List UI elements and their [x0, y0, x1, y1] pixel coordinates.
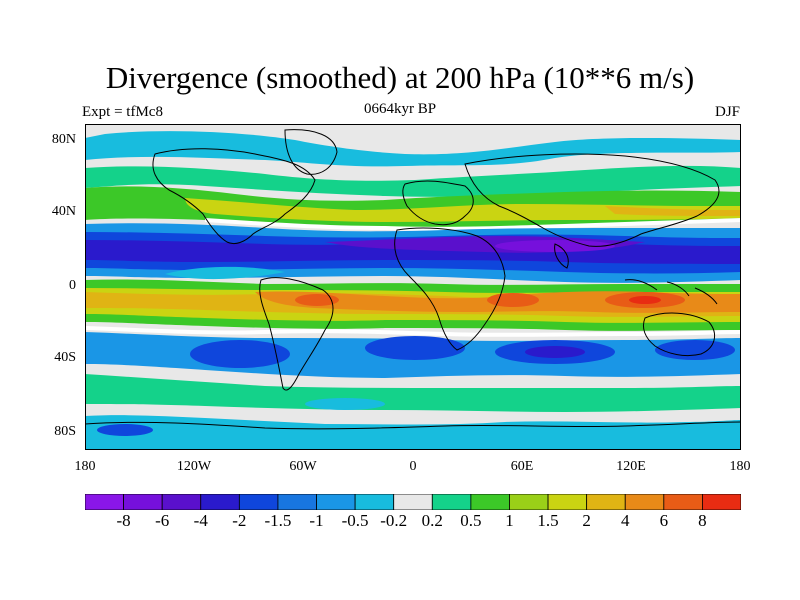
map-frame [85, 124, 741, 450]
coastlines [85, 129, 741, 430]
divergence-map [85, 124, 741, 450]
colorbar-tick-label: -2 [232, 511, 247, 530]
ytick-80s: 80S [54, 424, 76, 439]
colorbar-swatch [663, 494, 703, 510]
colorbar-swatch [547, 494, 588, 510]
contour-n-green [85, 165, 741, 197]
contour-ant-blue [97, 424, 153, 436]
colorbar-tick-label: -1 [309, 511, 324, 530]
colorbar-swatch [238, 494, 279, 510]
colorbar-swatch [624, 494, 665, 510]
colorbar-tick-label: 4 [620, 511, 630, 530]
xtick-120w: 120W [176, 459, 212, 474]
colorbar-tick-label: 8 [698, 511, 707, 530]
contour-s-grey-band [85, 364, 741, 388]
contour-s-blue-pac [190, 340, 290, 368]
contour-s-blue-aus [655, 340, 735, 360]
colorbar-tick-label: -0.5 [341, 511, 369, 530]
colorbar-tick-label: -8 [116, 511, 131, 530]
ytick-80n: 80N [51, 132, 76, 147]
colorbar-tick-label: 0.5 [460, 511, 482, 530]
contour-so-green [85, 374, 741, 412]
colorbar-tick-label: -0.2 [380, 511, 408, 530]
colorbar-tick-label: 1.5 [537, 511, 559, 530]
ytick-40s: 40S [54, 350, 76, 365]
contour-eq-red-africa [487, 293, 539, 307]
ytick-40n: 40N [51, 204, 76, 219]
colorbar-tick-label: -6 [155, 511, 170, 530]
contour-fill-layer [85, 124, 741, 450]
colorbar-swatch [702, 494, 741, 510]
colorbar-tick-label: 1 [505, 511, 514, 530]
colorbar-swatch [393, 494, 433, 510]
period-label: 0664kyr BP [363, 101, 437, 117]
colorbar [85, 494, 741, 510]
contour-so-cyan-atl [305, 398, 385, 410]
contour-n-yellow [185, 198, 741, 222]
contour-n-cyan [85, 131, 741, 167]
xtick-120e: 120E [616, 459, 646, 474]
contour-s-blue-atl [365, 336, 465, 360]
colorbar-swatch [316, 494, 356, 510]
xtick-180e: 180 [729, 459, 751, 474]
contour-pac-cyan [165, 266, 285, 280]
xtick-60w: 60W [289, 459, 317, 474]
colorbar-swatch [354, 494, 395, 510]
colorbar-tick-label: -4 [193, 511, 208, 530]
contour-n-orange [605, 206, 741, 216]
colorbar-swatch [509, 494, 549, 510]
colorbar-swatch [277, 494, 317, 510]
contour-eq-red-sam [295, 294, 339, 306]
colorbar-swatch [85, 494, 124, 510]
contour-zero-line-n [204, 218, 741, 231]
colorbar-swatch [200, 494, 240, 510]
colorbar-swatch [123, 494, 163, 510]
colorbar-tick-label: 0.2 [421, 511, 443, 530]
experiment-label: Expt = tfMc8 [82, 104, 163, 120]
xtick-180w: 180 [74, 459, 96, 474]
xtick-0: 0 [409, 459, 417, 474]
colorbar-tick-label: -1.5 [264, 511, 292, 530]
season-label: DJF [714, 104, 740, 120]
ytick-0: 0 [69, 278, 76, 293]
colorbar-swatch [431, 494, 472, 510]
contour-ant-cyan [85, 415, 741, 450]
contour-s-navy-ind [525, 346, 585, 358]
contour-eq-red-core [629, 296, 661, 304]
xtick-60e: 60E [510, 459, 534, 474]
contour-zero-line-s [85, 326, 741, 337]
colorbar-swatch [470, 494, 510, 510]
colorbar-swatch [586, 494, 626, 510]
plot-title: Divergence (smoothed) at 200 hPa (10**6 … [105, 60, 695, 95]
colorbar-tick-label: 2 [582, 511, 591, 530]
colorbar-swatch [161, 494, 202, 510]
colorbar-tick-label: 6 [659, 511, 669, 530]
